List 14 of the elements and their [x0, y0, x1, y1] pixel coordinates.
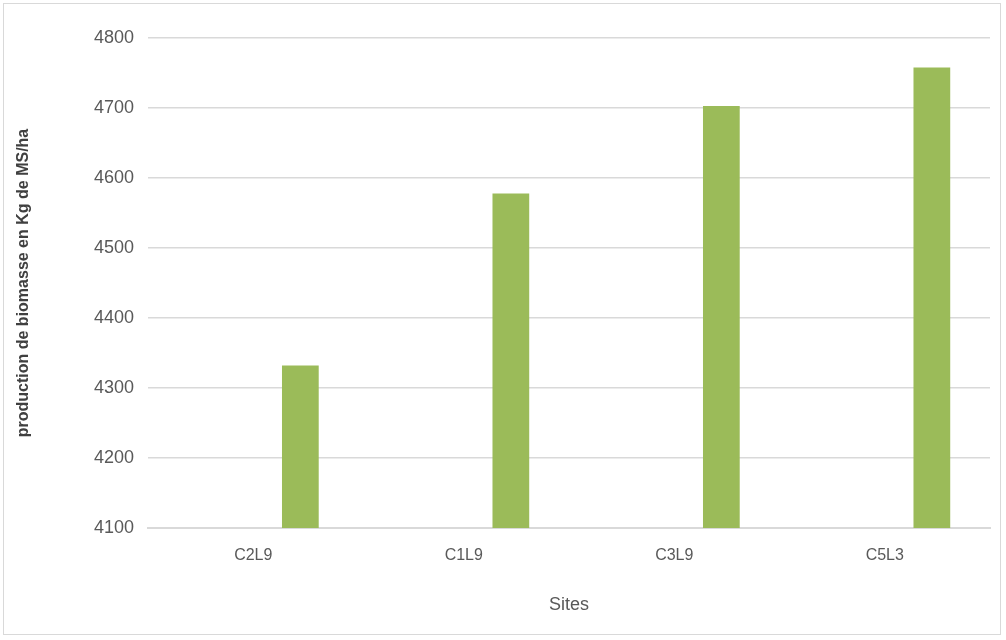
x-tick-label: C1L9 [444, 546, 483, 564]
y-tick-label: 4300 [93, 376, 134, 397]
y-tick-label: 4600 [93, 166, 134, 187]
x-tick-label: C5L3 [865, 546, 904, 564]
y-tick-label: 4800 [93, 26, 134, 47]
y-axis-title: production de biomasse en Kg de MS/ha [14, 128, 32, 438]
y-tick-label: 4500 [93, 236, 134, 257]
x-tick-label: C2L9 [234, 546, 273, 564]
y-tick-label: 4100 [93, 516, 134, 537]
x-axis-title: Sites [548, 594, 590, 615]
y-tick-label: 4700 [93, 96, 134, 117]
y-tick-label: 4200 [93, 446, 134, 467]
x-tick-label: C3L9 [655, 546, 694, 564]
y-tick-label: 4400 [93, 306, 134, 327]
